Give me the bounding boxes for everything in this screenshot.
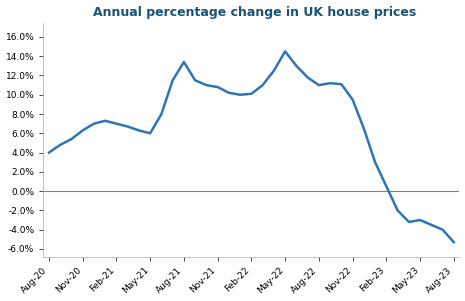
Text: Annual percentage change in UK house prices: Annual percentage change in UK house pri… [93,5,417,19]
